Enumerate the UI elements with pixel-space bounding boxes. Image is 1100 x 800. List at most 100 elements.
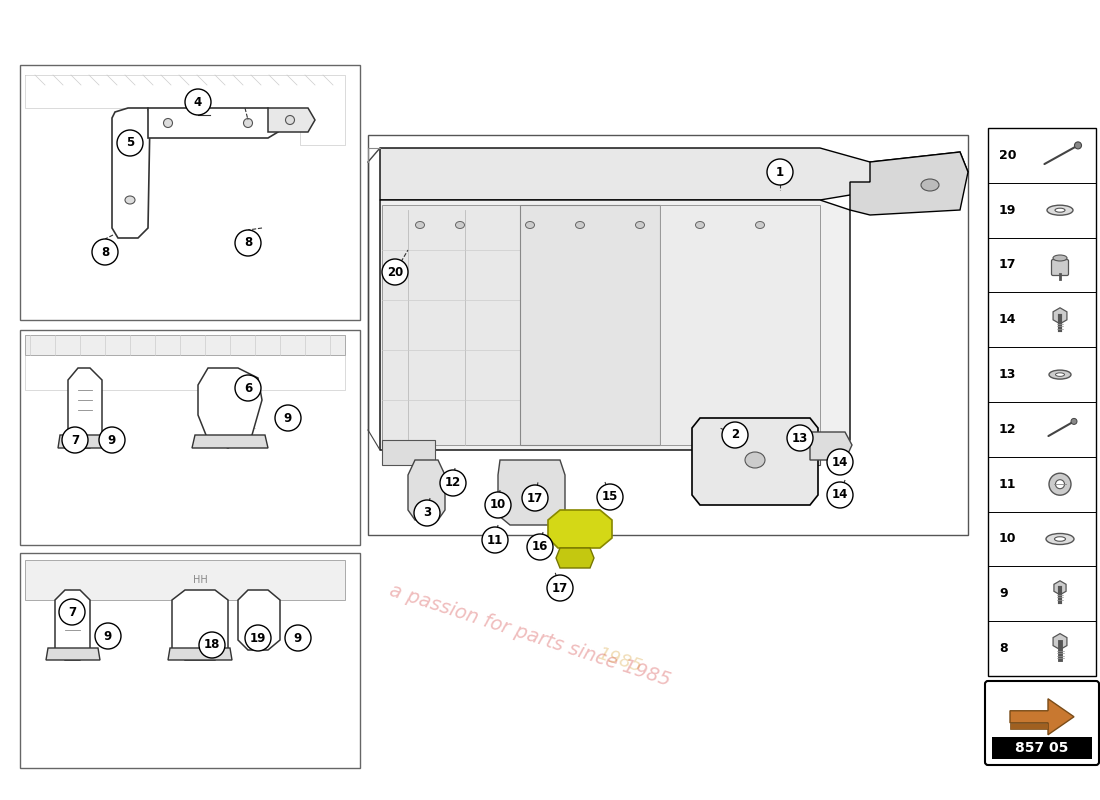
Circle shape xyxy=(482,527,508,553)
Polygon shape xyxy=(692,418,818,505)
Text: 3: 3 xyxy=(422,506,431,519)
Circle shape xyxy=(275,405,301,431)
Ellipse shape xyxy=(1046,534,1074,545)
Text: 12: 12 xyxy=(444,477,461,490)
Text: 18: 18 xyxy=(204,638,220,651)
Circle shape xyxy=(235,375,261,401)
Ellipse shape xyxy=(921,179,939,191)
Text: 14: 14 xyxy=(832,455,848,469)
Circle shape xyxy=(485,492,512,518)
Text: 13: 13 xyxy=(792,431,808,445)
Polygon shape xyxy=(25,560,345,600)
Text: 8: 8 xyxy=(101,246,109,258)
Polygon shape xyxy=(1010,722,1048,729)
Text: 19: 19 xyxy=(250,631,266,645)
Polygon shape xyxy=(382,205,520,445)
Text: 10: 10 xyxy=(490,498,506,511)
Circle shape xyxy=(597,484,623,510)
Ellipse shape xyxy=(1056,373,1065,376)
Text: HH: HH xyxy=(192,575,208,585)
Circle shape xyxy=(199,632,226,658)
Bar xyxy=(20,553,360,768)
Circle shape xyxy=(99,427,125,453)
Circle shape xyxy=(95,623,121,649)
Text: 14: 14 xyxy=(999,314,1016,326)
Polygon shape xyxy=(520,205,660,445)
Polygon shape xyxy=(850,152,968,215)
Text: 6: 6 xyxy=(244,382,252,394)
Circle shape xyxy=(827,482,853,508)
Text: 9: 9 xyxy=(108,434,117,446)
Bar xyxy=(988,128,1096,676)
Ellipse shape xyxy=(164,118,173,127)
Polygon shape xyxy=(660,205,820,445)
Text: 17: 17 xyxy=(999,258,1016,271)
Polygon shape xyxy=(1053,634,1067,650)
Text: 13: 13 xyxy=(999,368,1016,381)
Polygon shape xyxy=(379,200,850,450)
Text: 5: 5 xyxy=(125,137,134,150)
Text: a passion for parts since 1985: a passion for parts since 1985 xyxy=(387,581,673,690)
Circle shape xyxy=(117,130,143,156)
Polygon shape xyxy=(268,108,315,132)
Ellipse shape xyxy=(125,196,135,204)
Ellipse shape xyxy=(1055,537,1066,542)
Ellipse shape xyxy=(1049,473,1071,495)
Polygon shape xyxy=(548,510,612,548)
Ellipse shape xyxy=(1056,480,1065,489)
Polygon shape xyxy=(238,590,280,650)
Text: 9: 9 xyxy=(284,411,293,425)
Polygon shape xyxy=(148,108,278,138)
Text: 9: 9 xyxy=(294,631,302,645)
FancyBboxPatch shape xyxy=(984,681,1099,765)
Circle shape xyxy=(285,625,311,651)
Polygon shape xyxy=(68,368,102,448)
Circle shape xyxy=(1071,418,1077,424)
Circle shape xyxy=(827,449,853,475)
Text: 7: 7 xyxy=(68,606,76,618)
Polygon shape xyxy=(408,460,446,520)
Bar xyxy=(20,65,360,320)
Text: 11: 11 xyxy=(487,534,503,546)
Circle shape xyxy=(547,575,573,601)
Circle shape xyxy=(382,259,408,285)
Circle shape xyxy=(522,485,548,511)
Polygon shape xyxy=(1053,308,1067,324)
Text: 12: 12 xyxy=(999,423,1016,436)
Text: 1: 1 xyxy=(776,166,784,178)
Circle shape xyxy=(62,427,88,453)
Ellipse shape xyxy=(1047,206,1072,215)
Text: 4: 4 xyxy=(194,95,202,109)
Text: 8: 8 xyxy=(999,642,1008,655)
Text: 7: 7 xyxy=(70,434,79,446)
Circle shape xyxy=(414,500,440,526)
Text: 17: 17 xyxy=(552,582,568,594)
Circle shape xyxy=(92,239,118,265)
Text: 10: 10 xyxy=(999,533,1016,546)
Polygon shape xyxy=(379,148,968,200)
Text: 2: 2 xyxy=(730,429,739,442)
Polygon shape xyxy=(172,590,228,660)
Text: 857 05: 857 05 xyxy=(1015,741,1069,755)
Polygon shape xyxy=(382,440,435,465)
Text: 20: 20 xyxy=(387,266,403,278)
Ellipse shape xyxy=(416,222,425,229)
Polygon shape xyxy=(498,460,565,525)
Text: 9: 9 xyxy=(103,630,112,642)
Ellipse shape xyxy=(526,222,535,229)
Ellipse shape xyxy=(455,222,464,229)
Circle shape xyxy=(440,470,466,496)
Polygon shape xyxy=(1054,581,1066,594)
Ellipse shape xyxy=(695,222,704,229)
Polygon shape xyxy=(25,335,345,355)
Circle shape xyxy=(185,89,211,115)
Circle shape xyxy=(767,159,793,185)
Ellipse shape xyxy=(286,115,295,125)
Circle shape xyxy=(1075,142,1081,149)
Ellipse shape xyxy=(125,141,135,149)
Circle shape xyxy=(527,534,553,560)
Polygon shape xyxy=(192,435,268,448)
Ellipse shape xyxy=(575,222,584,229)
Bar xyxy=(992,737,1092,759)
Circle shape xyxy=(245,625,271,651)
